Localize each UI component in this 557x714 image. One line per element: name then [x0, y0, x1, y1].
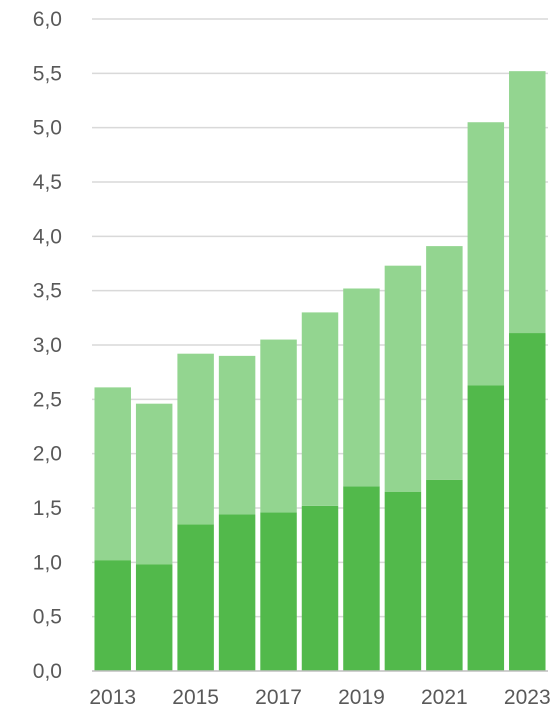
bar-segment-2021-series-2	[426, 246, 463, 480]
bar-segment-2022-series-2	[467, 122, 505, 386]
x-tick-labels: 2013 2015 2017 2019 2021 2023	[89, 686, 550, 709]
bar-segment-2021-series-1	[426, 479, 463, 671]
x-tick-label: 2017	[255, 686, 302, 709]
bar-segment-2014-series-1	[135, 564, 173, 671]
y-tick-label: 1,0	[33, 551, 62, 574]
y-tick-label: 0,0	[33, 660, 62, 683]
bar-segment-2013-series-1	[94, 560, 131, 671]
x-tick-label: 2023	[504, 686, 551, 709]
bar-segment-2016-series-1	[218, 514, 256, 671]
bar-segment-2016-series-2	[218, 355, 256, 515]
bar-segment-2020-series-2	[384, 265, 422, 492]
x-tick-label: 2013	[89, 686, 136, 709]
bar-segment-2019-series-1	[343, 486, 380, 671]
bar-segment-2018-series-2	[301, 312, 339, 506]
y-tick-label: 2,5	[33, 388, 62, 411]
bar-segment-2020-series-1	[384, 491, 422, 671]
bar-segment-2023-series-1	[509, 333, 546, 671]
x-tick-label: 2021	[421, 686, 468, 709]
bar-segment-2013-series-2	[94, 387, 131, 561]
y-tick-label: 4,0	[33, 225, 62, 248]
x-tick-label: 2019	[338, 686, 385, 709]
bar-segment-2019-series-2	[343, 288, 380, 487]
y-tick-label: 5,5	[33, 62, 62, 85]
bar-segment-2015-series-2	[177, 353, 214, 525]
bar-segment-2017-series-1	[260, 512, 297, 671]
bars	[94, 71, 546, 671]
x-tick-label: 2015	[172, 686, 219, 709]
bar-segment-2018-series-1	[301, 505, 339, 671]
bar-segment-2017-series-2	[260, 339, 297, 513]
y-tick-label: 4,5	[33, 171, 62, 194]
bar-segment-2023-series-2	[509, 71, 546, 334]
y-tick-label: 3,5	[33, 280, 62, 303]
y-tick-label: 2,0	[33, 443, 62, 466]
y-tick-label: 5,0	[33, 117, 62, 140]
y-tick-label: 3,0	[33, 334, 62, 357]
bar-segment-2015-series-1	[177, 524, 214, 671]
y-tick-label: 1,5	[33, 497, 62, 520]
y-tick-labels: 0,0 0,5 1,0 1,5 2,0 2,5 3,0 3,5 4,0 4,5 5,0 5,5 6,0	[33, 8, 62, 683]
y-tick-label: 0,5	[33, 606, 62, 629]
bar-segment-2022-series-1	[467, 385, 505, 671]
y-tick-label: 6,0	[33, 8, 62, 31]
bar-segment-2014-series-2	[135, 403, 173, 565]
